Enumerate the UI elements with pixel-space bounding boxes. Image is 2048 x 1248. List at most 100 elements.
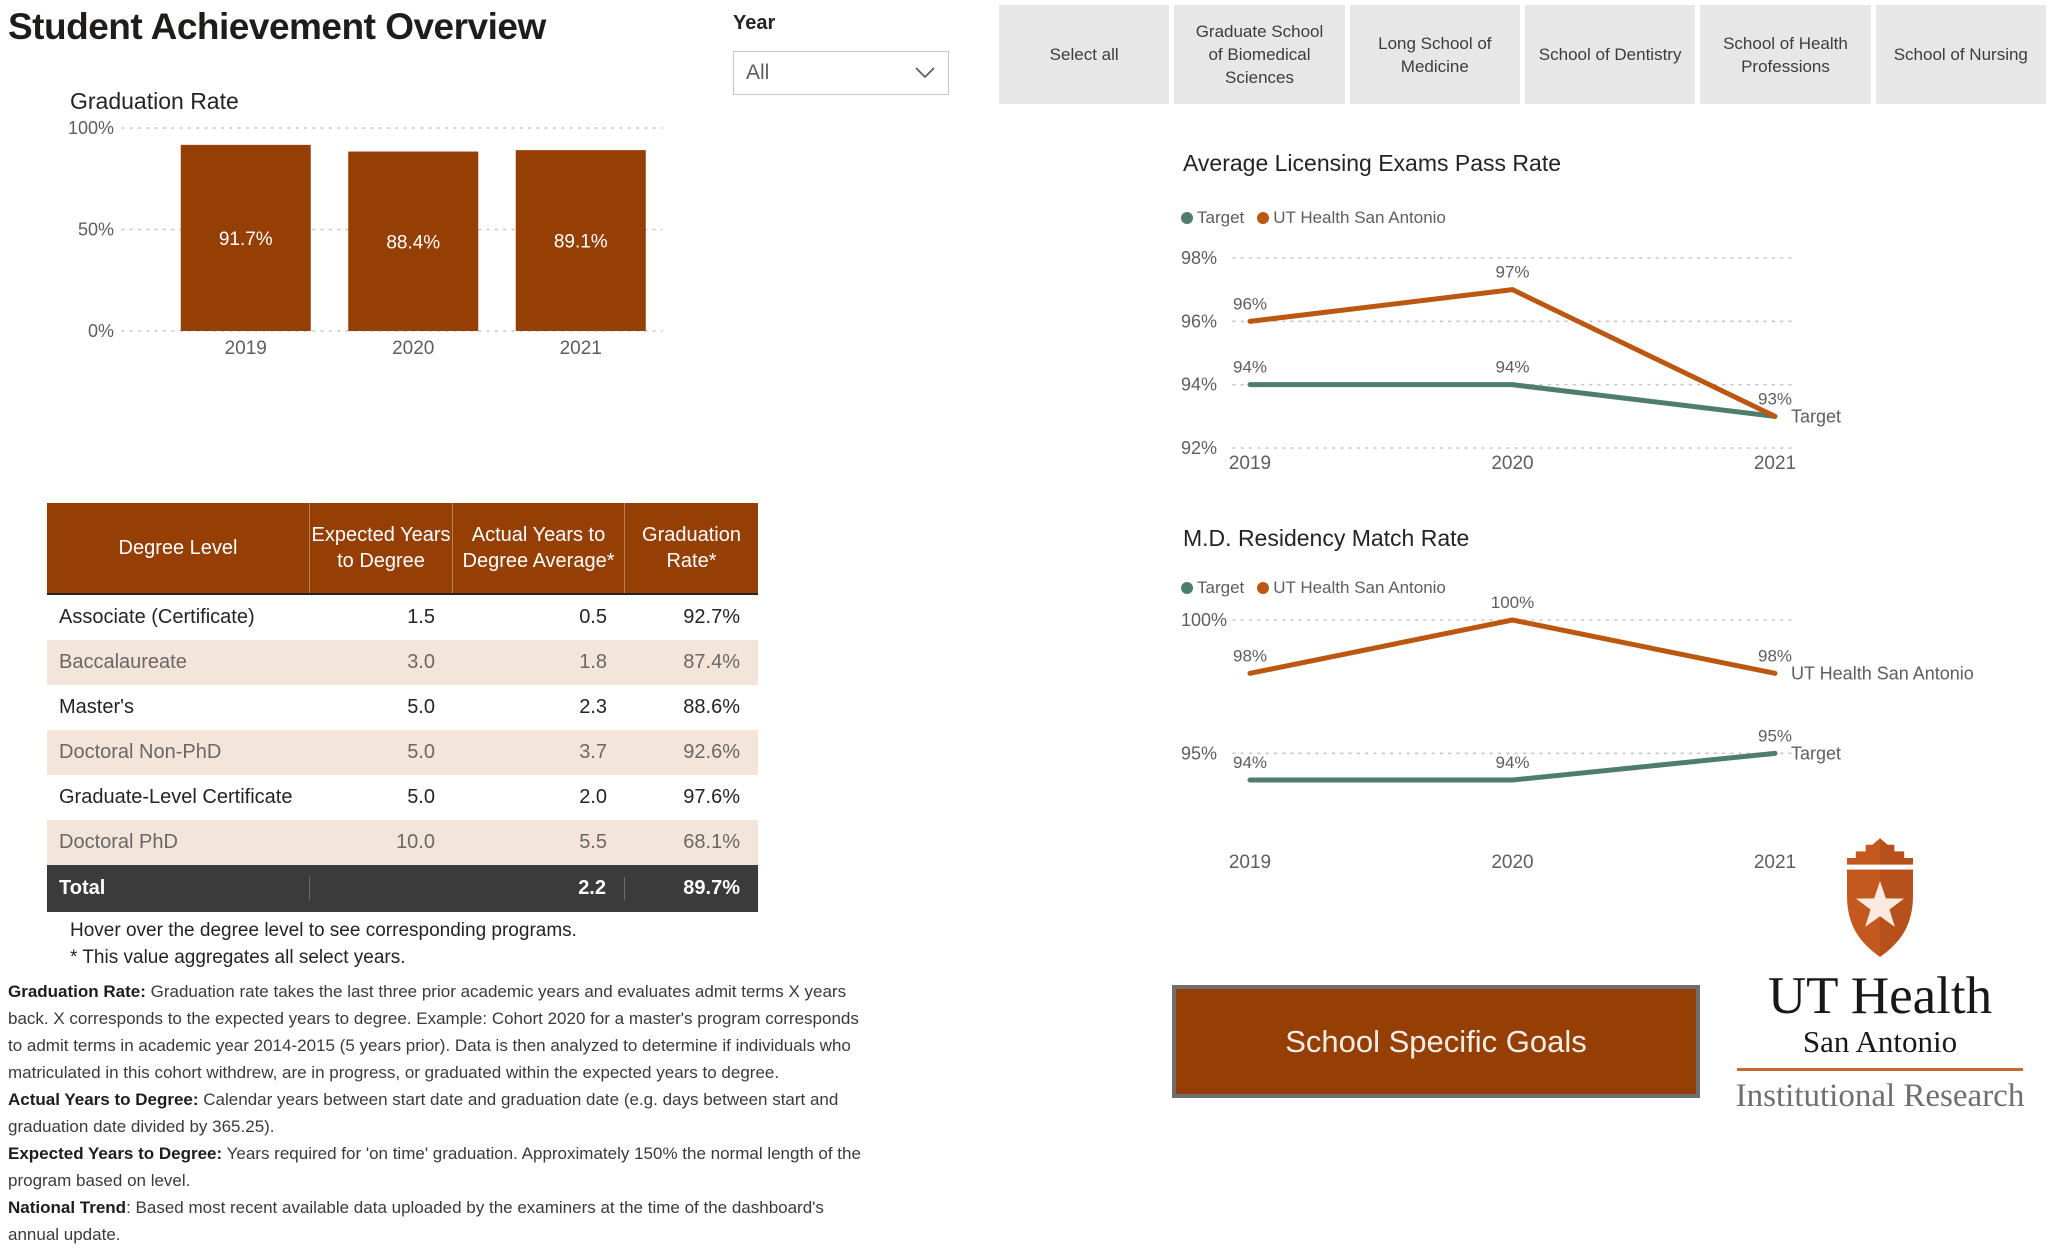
chart-label: 94% — [1181, 375, 1217, 395]
total-cell: Total — [47, 877, 310, 900]
table-row[interactable]: Master's 5.0 2.3 88.6% — [47, 685, 758, 730]
chart-label: 96% — [1181, 311, 1217, 331]
table-cell: 92.7% — [683, 606, 740, 628]
year-dropdown[interactable]: All — [733, 51, 949, 95]
logo-division: Institutional Research — [1735, 1078, 2025, 1114]
logo-brand-name: UT Health — [1767, 967, 1993, 1025]
table-cell: Doctoral PhD — [59, 831, 178, 853]
table-cell: 88.6% — [683, 696, 740, 718]
legend-dot-icon — [1257, 212, 1270, 224]
school-filter-button[interactable]: School of Health Professions — [1700, 5, 1871, 104]
definition-note: National Trend: Based most recent availa… — [8, 1198, 824, 1244]
chart-label: 2020 — [392, 338, 434, 359]
chart-label: UT Health San Antonio — [1791, 663, 1974, 683]
definition-note: Graduation Rate: Graduation rate takes t… — [8, 982, 859, 1082]
legend-dot-icon — [1181, 582, 1193, 594]
chart-label: 50% — [78, 220, 114, 240]
chart-label: 94% — [1233, 753, 1267, 772]
table-cell: 3.7 — [579, 741, 607, 763]
chart-label: 89.1% — [554, 232, 608, 253]
chart-label: 2019 — [225, 338, 267, 359]
table-aggregate-note: * This value aggregates all select years… — [70, 947, 406, 968]
column-header: Graduation Rate* — [642, 524, 741, 572]
table-cell: 2.0 — [579, 786, 607, 808]
chart-label: 94% — [1495, 358, 1529, 377]
table-cell: 5.0 — [407, 741, 435, 763]
chart-label: 88.4% — [386, 232, 440, 253]
school-specific-goals-button[interactable]: School Specific Goals — [1172, 985, 1700, 1098]
ut-health-logo: UT Health San Antonio Institutional Rese… — [1713, 836, 2047, 1114]
legend-label: Target — [1197, 578, 1245, 597]
definition-note: Expected Years to Degree: Years required… — [8, 1144, 861, 1190]
legend-label: UT Health San Antonio — [1273, 208, 1446, 227]
degree-table-total-row: Total 2.2 89.7% — [47, 865, 758, 912]
licensing-legend: Target UT Health San Antonio — [1181, 208, 1446, 228]
school-filter-button[interactable]: Select all — [999, 5, 1170, 104]
year-dropdown-value: All — [746, 61, 770, 84]
legend-item[interactable]: UT Health San Antonio — [1257, 578, 1446, 598]
licensing-line-chart[interactable]: 98% 96% 94% 92% 2019 2020 2021 94% 94% Target 96% 9… — [1175, 240, 1875, 475]
line-series-target[interactable] — [1247, 750, 1778, 783]
table-cell: 5.0 — [407, 786, 435, 808]
line-series-target[interactable] — [1247, 382, 1778, 419]
chart-label: 2021 — [1754, 453, 1796, 474]
chart-label: 2020 — [1491, 852, 1533, 873]
chart-label: 2021 — [560, 338, 602, 359]
logo-city: San Antonio — [1802, 1024, 1958, 1059]
chart-label: 100% — [1491, 593, 1534, 612]
table-cell: 2.3 — [579, 696, 607, 718]
legend-item[interactable]: Target — [1181, 208, 1244, 228]
legend-item[interactable]: UT Health San Antonio — [1257, 208, 1446, 228]
residency-chart-title: M.D. Residency Match Rate — [1183, 525, 1470, 551]
table-row[interactable]: Doctoral Non-PhD 5.0 3.7 92.6% — [47, 730, 758, 775]
school-filter-button[interactable]: Graduate School of Biomedical Sciences — [1174, 5, 1345, 104]
chart-label: 94% — [1495, 753, 1529, 772]
table-cell: Master's — [59, 696, 134, 718]
degree-table-header: Degree Level Expected Years to Degree Actu… — [47, 503, 758, 595]
legend-label: Target — [1197, 208, 1245, 227]
logo-divider — [1737, 1068, 2023, 1071]
chart-label: 98% — [1181, 248, 1217, 268]
table-cell: 3.0 — [407, 651, 435, 673]
line-series-ut-health-san-antonio[interactable] — [1247, 287, 1778, 419]
table-row[interactable]: Graduate-Level Certificate 5.0 2.0 97.6% — [47, 775, 758, 820]
table-cell: 10.0 — [396, 831, 435, 853]
table-cell: 97.6% — [683, 786, 740, 808]
school-filter-button[interactable]: Long School of Medicine — [1349, 5, 1520, 104]
chart-label: 92% — [1181, 438, 1217, 458]
bar-2020[interactable] — [348, 151, 479, 331]
table-cell: Doctoral Non-PhD — [59, 741, 222, 763]
table-hover-note: Hover over the degree level to see corre… — [70, 920, 577, 941]
legend-label: UT Health San Antonio — [1273, 578, 1446, 597]
chevron-down-icon — [915, 67, 935, 79]
chart-label: 94% — [1233, 358, 1267, 377]
column-header: Expected Years to Degree — [310, 503, 453, 593]
table-cell: 5.5 — [579, 831, 607, 853]
chart-label: Target — [1791, 743, 1841, 763]
school-filter-button[interactable]: School of Dentistry — [1524, 5, 1696, 104]
shield-star-icon — [1847, 838, 1913, 957]
chart-label: 2019 — [1229, 852, 1271, 873]
graduation-bar-chart[interactable]: 100% 50% 0% 91.7% 2019 88.4% 2020 89.1% 2021 — [50, 116, 750, 371]
table-cell: Baccalaureate — [59, 651, 187, 673]
school-filter-button[interactable]: School of Nursing — [1875, 5, 2046, 104]
bar-2019[interactable] — [180, 144, 311, 331]
year-slicer: Year All — [733, 12, 949, 95]
legend-item[interactable]: Target — [1181, 578, 1244, 598]
line-series-ut-health-san-antonio[interactable] — [1247, 617, 1778, 676]
chart-label: 2020 — [1491, 453, 1533, 474]
table-row[interactable]: Baccalaureate 3.0 1.8 87.4% — [47, 640, 758, 685]
table-row[interactable]: Doctoral PhD 10.0 5.5 68.1% — [47, 820, 758, 865]
legend-dot-icon — [1181, 212, 1193, 224]
chart-label: Target — [1791, 406, 1841, 426]
table-cell: 92.6% — [683, 741, 740, 763]
chart-label: 95% — [1181, 743, 1217, 763]
year-slicer-label: Year — [733, 12, 776, 34]
table-row[interactable]: Associate (Certificate) 1.5 0.5 92.7% — [47, 595, 758, 640]
bar-2021[interactable] — [515, 150, 646, 331]
licensing-chart-title: Average Licensing Exams Pass Rate — [1183, 150, 1561, 176]
chart-label: 100% — [68, 118, 114, 138]
chart-label: 2019 — [1229, 453, 1271, 474]
degree-table-body: Associate (Certificate) 1.5 0.5 92.7% Baccal… — [47, 595, 758, 865]
